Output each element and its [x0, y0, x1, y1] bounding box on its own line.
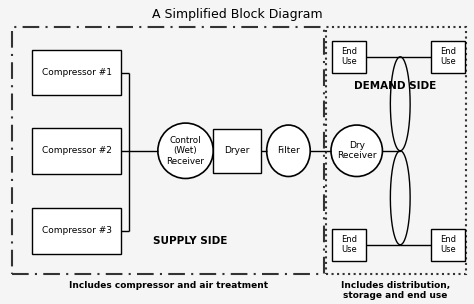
- Text: Includes compressor and air treatment: Includes compressor and air treatment: [69, 281, 268, 290]
- Circle shape: [158, 123, 213, 178]
- Text: End
Use: End Use: [341, 47, 357, 67]
- Bar: [32, 50, 121, 95]
- Bar: [332, 41, 365, 73]
- Bar: [431, 41, 465, 73]
- Text: DEMAND SIDE: DEMAND SIDE: [354, 81, 437, 92]
- Ellipse shape: [267, 125, 310, 177]
- Bar: [326, 27, 465, 275]
- Text: Filter: Filter: [277, 146, 300, 155]
- Bar: [12, 27, 324, 275]
- Text: Control
(Wet)
Receiver: Control (Wet) Receiver: [166, 136, 205, 166]
- Text: End
Use: End Use: [440, 47, 456, 67]
- Text: Compressor #2: Compressor #2: [42, 146, 112, 155]
- Text: Dry
Receiver: Dry Receiver: [337, 141, 376, 161]
- Bar: [431, 229, 465, 261]
- Text: End
Use: End Use: [440, 235, 456, 254]
- Text: A Simplified Block Diagram: A Simplified Block Diagram: [152, 8, 322, 21]
- Text: Compressor #3: Compressor #3: [42, 226, 112, 235]
- Bar: [32, 128, 121, 174]
- Text: Dryer: Dryer: [224, 146, 250, 155]
- Bar: [32, 208, 121, 254]
- Bar: [332, 229, 365, 261]
- Text: SUPPLY SIDE: SUPPLY SIDE: [153, 236, 228, 246]
- Circle shape: [331, 125, 383, 177]
- Text: Includes distribution,
storage and end use: Includes distribution, storage and end u…: [341, 281, 450, 300]
- Text: Compressor #1: Compressor #1: [42, 68, 112, 77]
- Bar: [213, 129, 261, 173]
- Text: End
Use: End Use: [341, 235, 357, 254]
